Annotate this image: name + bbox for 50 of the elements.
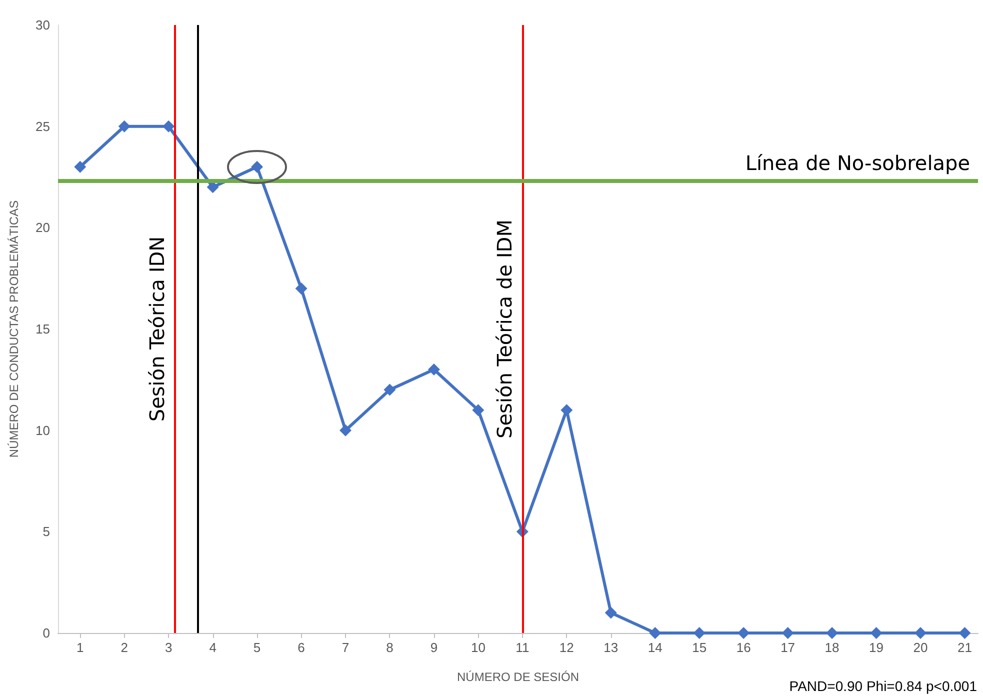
point — [251, 160, 264, 173]
point — [340, 424, 352, 436]
point — [693, 627, 706, 639]
x-tick-label: 2 — [120, 640, 128, 655]
x-tick-label: 9 — [430, 640, 438, 655]
ref-line-label: Sesión Teórica IDN — [145, 236, 170, 422]
point — [384, 384, 396, 396]
x-tick-label: 15 — [692, 640, 707, 655]
ref-line-label: Línea de No-sobrelape — [745, 151, 970, 176]
y-tick-label: 20 — [36, 220, 50, 236]
y-tick-label: 0 — [42, 626, 50, 640]
x-tick-label: 17 — [780, 640, 796, 655]
x-tick-label: 21 — [957, 640, 972, 655]
y-tick-label: 30 — [36, 18, 50, 32]
x-axis-title: NÚMERO DE SESIÓN — [456, 670, 580, 684]
x-tick-label: 14 — [648, 640, 662, 655]
x-tick-label: 3 — [164, 640, 172, 655]
point — [428, 364, 440, 376]
y-tick-label: 15 — [36, 322, 50, 336]
point — [604, 606, 617, 619]
ref-line-label: Sesión Teórica de IDM — [492, 220, 516, 438]
point — [870, 627, 882, 639]
point — [162, 120, 175, 132]
x-tick-label: 4 — [209, 640, 216, 655]
x-tick-label: 13 — [604, 640, 618, 655]
x-tick-label: 16 — [736, 640, 751, 655]
text: PAND=0.90 Phi=0.84 p<0.001 — [789, 678, 977, 694]
x-tick-label: 19 — [869, 640, 884, 655]
point — [472, 404, 484, 416]
point — [74, 160, 86, 173]
y-tick-label: 5 — [42, 524, 50, 540]
point — [295, 282, 308, 294]
y-axis-title: NÚMERO DE CONDUCTAS PROBLEMÁTICAS — [7, 200, 21, 458]
point — [118, 120, 130, 132]
point — [914, 627, 926, 639]
x-tick-label: 11 — [516, 640, 530, 655]
x-tick-label: 1 — [76, 640, 84, 655]
y-tick-label: 25 — [36, 118, 50, 134]
point — [958, 627, 971, 639]
x-tick-label: 18 — [824, 640, 840, 655]
x-tick-label: 8 — [386, 640, 394, 655]
x-tick-label: 12 — [559, 640, 574, 655]
x-tick-label: 10 — [470, 640, 486, 655]
point — [782, 627, 794, 639]
y-tick-label: 10 — [36, 422, 50, 438]
x-tick-label: 20 — [913, 640, 928, 655]
x-tick-label: 7 — [342, 640, 350, 655]
point — [560, 404, 573, 416]
x-tick-label: 6 — [298, 640, 305, 655]
x-tick-label: 5 — [253, 640, 261, 655]
